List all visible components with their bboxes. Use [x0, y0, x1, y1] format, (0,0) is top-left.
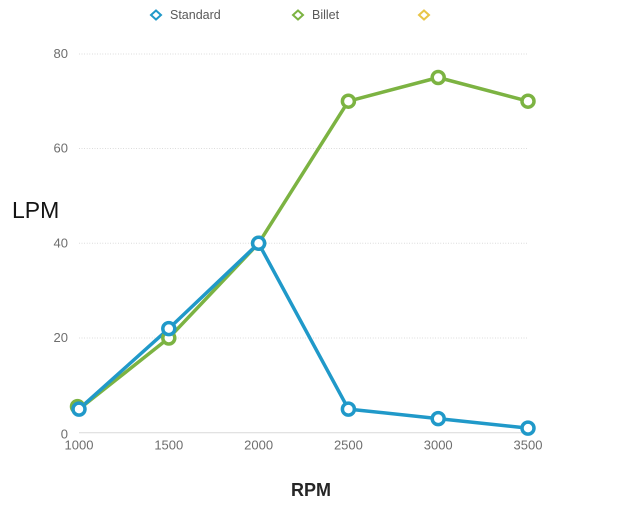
svg-text:1500: 1500 [154, 438, 183, 453]
svg-text:80: 80 [54, 46, 68, 61]
svg-text:3500: 3500 [514, 438, 543, 453]
svg-text:40: 40 [54, 235, 68, 250]
svg-text:Standard: Standard [170, 8, 221, 22]
svg-text:Billet: Billet [312, 8, 340, 22]
svg-text:2000: 2000 [244, 438, 273, 453]
svg-text:20: 20 [54, 330, 68, 345]
svg-text:60: 60 [54, 141, 68, 156]
svg-text:LPM: LPM [12, 197, 59, 223]
svg-text:1000: 1000 [65, 438, 94, 453]
svg-text:RPM: RPM [291, 480, 331, 500]
svg-text:3000: 3000 [424, 438, 453, 453]
svg-text:2500: 2500 [334, 438, 363, 453]
